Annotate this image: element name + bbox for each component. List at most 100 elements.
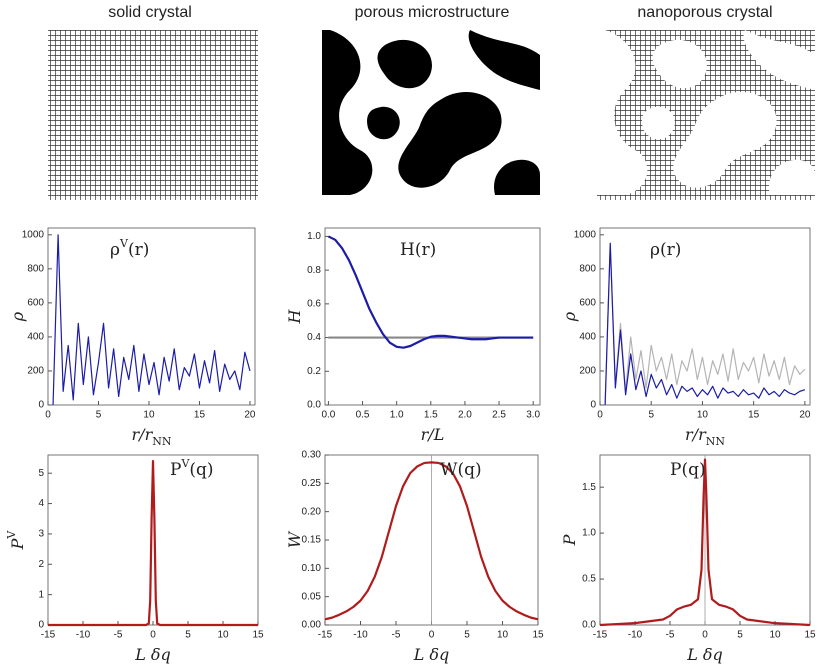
porous-structure bbox=[322, 30, 540, 200]
label-part: ρ bbox=[560, 311, 579, 322]
y-axis-label: ρ bbox=[560, 311, 579, 322]
y-tick-label: 0 bbox=[590, 400, 596, 411]
x-tick-label: 2.5 bbox=[492, 410, 506, 421]
annotation: ρV(r) bbox=[110, 237, 149, 260]
x-tick-label: 0 bbox=[429, 630, 435, 641]
panel-title: nanoporous crystal bbox=[637, 4, 772, 21]
x-tick-label: 20 bbox=[799, 410, 811, 421]
y-tick-label: 1.0 bbox=[307, 231, 321, 242]
label-part: NN bbox=[152, 435, 172, 448]
x-tick-label: 2.0 bbox=[458, 410, 472, 421]
label-part: ρ bbox=[8, 311, 27, 322]
y-tick-label: 600 bbox=[27, 298, 44, 309]
label-part: L δq bbox=[686, 645, 723, 664]
label-part: V bbox=[5, 530, 18, 540]
y-tick-label: 0.05 bbox=[302, 591, 322, 602]
x-tick-label: 0 bbox=[702, 630, 708, 641]
y-tick-label: 0.4 bbox=[307, 332, 321, 343]
x-tick-label: 10 bbox=[769, 630, 781, 641]
x-tick-label: -10 bbox=[353, 630, 368, 641]
x-tick-label: 5 bbox=[185, 630, 191, 641]
label-part: NN bbox=[706, 435, 726, 448]
y-tick-label: 4 bbox=[38, 498, 44, 509]
panel-title: porous microstructure bbox=[355, 4, 510, 21]
x-tick-label: 10 bbox=[697, 410, 709, 421]
y-tick-label: 0 bbox=[38, 400, 44, 411]
y-tick-label: 0.10 bbox=[302, 563, 322, 574]
x-tick-label: 5 bbox=[737, 630, 743, 641]
x-tick-label: -5 bbox=[666, 630, 675, 641]
x-tick-label: 3.0 bbox=[526, 410, 540, 421]
label-part: W bbox=[285, 530, 304, 548]
label-part: (r) bbox=[128, 240, 149, 260]
y-tick-label: 0.8 bbox=[307, 265, 321, 276]
y-axis-label: H bbox=[285, 308, 304, 324]
label-part: r/L bbox=[421, 425, 445, 444]
y-tick-label: 3 bbox=[38, 529, 44, 540]
nanoporous-structure bbox=[597, 30, 815, 200]
label-part: V bbox=[180, 457, 190, 470]
x-tick-label: 20 bbox=[244, 410, 256, 421]
y-tick-label: 1.0 bbox=[582, 528, 596, 539]
label-part: r/r bbox=[685, 425, 707, 444]
y-tick-label: 0 bbox=[38, 620, 44, 631]
y-tick-label: 0.0 bbox=[307, 400, 321, 411]
x-tick-label: 15 bbox=[532, 630, 544, 641]
x-tick-label: 5 bbox=[464, 630, 470, 641]
y-tick-label: 1000 bbox=[574, 229, 597, 240]
y-tick-label: 400 bbox=[579, 332, 596, 343]
data-line bbox=[599, 458, 811, 627]
label-part: L δq bbox=[413, 645, 450, 664]
label-part: L δq bbox=[134, 645, 171, 664]
data-line bbox=[604, 242, 806, 406]
y-tick-label: 0.6 bbox=[307, 298, 321, 309]
x-tick-label: -15 bbox=[318, 630, 333, 641]
y-tick-label: 1 bbox=[38, 589, 44, 600]
x-tick-label: 5 bbox=[648, 410, 654, 421]
x-axis-label: r/rNN bbox=[132, 425, 172, 448]
y-tick-label: 0.25 bbox=[302, 478, 322, 489]
data-line bbox=[604, 242, 806, 406]
x-tick-label: -5 bbox=[392, 630, 401, 641]
panel-title: solid crystal bbox=[108, 4, 192, 21]
x-tick-label: 0 bbox=[150, 630, 156, 641]
y-axis-label: P bbox=[560, 534, 579, 546]
annotation: PV(q) bbox=[170, 457, 214, 480]
x-tick-label: 1.0 bbox=[390, 410, 404, 421]
plot-frame bbox=[324, 227, 541, 406]
data-line bbox=[52, 234, 251, 406]
x-tick-label: -15 bbox=[593, 630, 608, 641]
y-tick-label: 0.15 bbox=[302, 535, 322, 546]
label-part: ρ bbox=[110, 240, 120, 260]
label-part: (q) bbox=[189, 460, 213, 480]
y-tick-label: 0.5 bbox=[582, 574, 596, 585]
x-axis-label: L δq bbox=[413, 645, 450, 664]
x-tick-label: -15 bbox=[41, 630, 56, 641]
annotation: ρ(r) bbox=[650, 240, 681, 260]
y-tick-label: 0.20 bbox=[302, 506, 322, 517]
x-tick-label: 5 bbox=[96, 410, 102, 421]
x-axis-label: r/rNN bbox=[685, 425, 725, 448]
y-tick-label: 600 bbox=[579, 298, 596, 309]
x-tick-label: 0.5 bbox=[356, 410, 370, 421]
y-tick-label: 0.30 bbox=[302, 450, 322, 461]
x-tick-label: 1.5 bbox=[424, 410, 438, 421]
data-line bbox=[327, 235, 534, 349]
x-tick-label: -10 bbox=[628, 630, 643, 641]
y-tick-label: 1000 bbox=[22, 229, 45, 240]
plot-frame bbox=[599, 227, 811, 406]
label-part: H(r) bbox=[400, 240, 436, 260]
crystal-lattice bbox=[48, 30, 258, 200]
y-tick-label: 800 bbox=[27, 263, 44, 274]
x-axis-label: L δq bbox=[134, 645, 171, 664]
y-tick-label: 200 bbox=[579, 366, 596, 377]
y-tick-label: 400 bbox=[27, 332, 44, 343]
x-tick-label: 0 bbox=[597, 410, 603, 421]
y-tick-label: 800 bbox=[579, 263, 596, 274]
label-part: ρ(r) bbox=[650, 240, 681, 260]
data-line bbox=[48, 459, 258, 627]
label-part: W(q) bbox=[440, 460, 482, 480]
x-tick-label: 15 bbox=[252, 630, 264, 641]
x-tick-label: 10 bbox=[143, 410, 155, 421]
